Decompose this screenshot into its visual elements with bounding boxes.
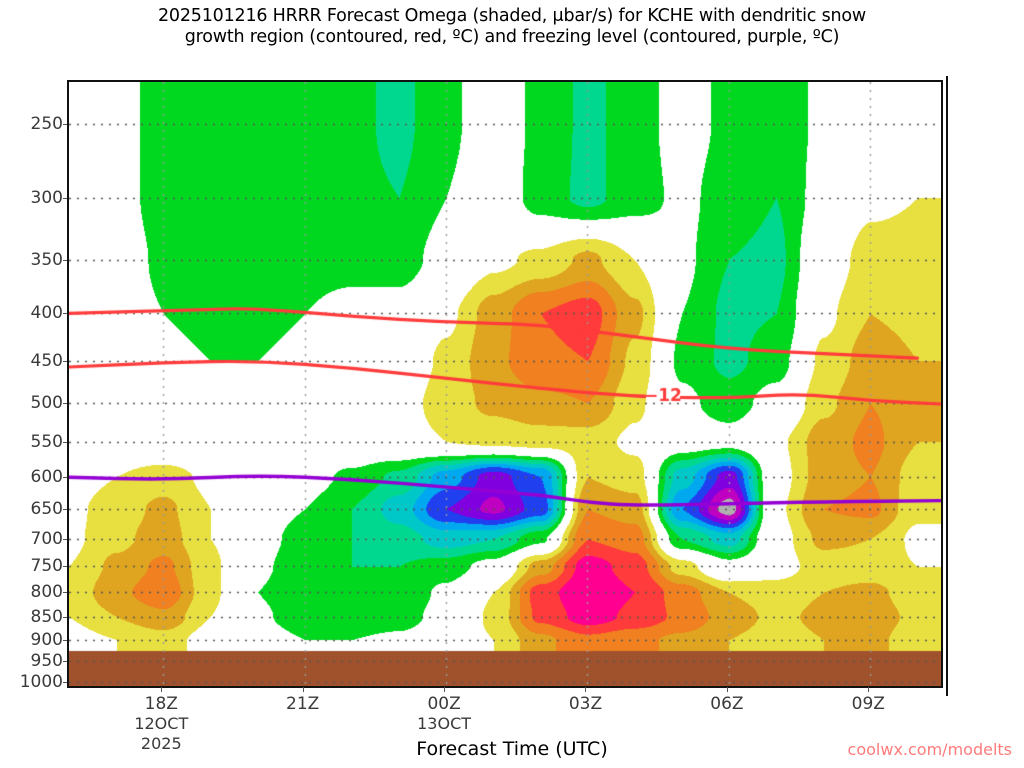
y-axis-tick-label: 700	[30, 528, 63, 549]
y-axis-tick-label: 900	[30, 629, 63, 650]
y-axis-tick-mark	[63, 403, 68, 405]
x-axis-tick-mark	[444, 687, 446, 692]
x-axis-tick-label: 18Z 12OCT 2025	[134, 694, 189, 753]
x-axis-tick-year: 2025	[140, 734, 182, 753]
y-axis-tick-label: 250	[30, 114, 63, 135]
x-axis-tick-label: 21Z	[286, 694, 320, 714]
y-axis-tick-mark	[63, 681, 68, 683]
y-axis-tick-label: 1000	[19, 671, 63, 692]
y-axis-tick-label: 750	[30, 556, 63, 577]
y-axis-tick-mark	[63, 441, 68, 443]
chart-title-line-1: 2025101216 HRRR Forecast Omega (shaded, …	[157, 6, 867, 26]
plot-area	[67, 80, 943, 688]
chart-title-line-2: growth region (contoured, red, ºC) and f…	[184, 27, 840, 47]
y-axis-tick-label: 400	[30, 303, 63, 324]
y-axis-tick-mark	[63, 566, 68, 568]
y-axis-tick-mark	[63, 639, 68, 641]
x-axis: 18Z 12OCT 2025 21Z 00Z 13OCT 03Z 06Z 09Z	[67, 687, 943, 760]
y-axis-tick-label: 850	[30, 606, 63, 627]
y-axis-tick-mark	[63, 259, 68, 261]
y-axis-tick-mark	[63, 616, 68, 618]
x-axis-tick-mark	[161, 687, 163, 692]
y-axis-tick-label: 600	[30, 466, 63, 487]
y-axis-tick-mark	[63, 476, 68, 478]
y-axis-tick-label: 350	[30, 249, 63, 270]
x-axis-label: Forecast Time (UTC)	[416, 738, 608, 760]
x-axis-tick-label: 00Z 13OCT	[417, 694, 472, 733]
colorbar-region: 20161284−4−8−12−16−20−24−28−32−36	[946, 76, 986, 696]
y-axis-tick-label: 550	[30, 431, 63, 452]
watermark-link[interactable]: coolwx.com/modelts	[847, 740, 1012, 759]
x-axis-tick-label: 09Z	[851, 694, 885, 714]
y-axis-tick-label: 650	[30, 498, 63, 519]
x-axis-tick-label: 03Z	[568, 694, 603, 714]
y-axis-tick-mark	[63, 124, 68, 126]
y-axis-tick-mark	[63, 661, 68, 663]
y-axis-tick-mark	[63, 313, 68, 315]
y-axis-tick-label: 800	[30, 582, 63, 603]
plot-canvas-holder	[69, 82, 941, 686]
x-axis-tick-mark	[302, 687, 304, 692]
y-axis-tick-mark	[63, 592, 68, 594]
y-axis-tick-mark	[63, 197, 68, 199]
y-axis-tick-mark	[63, 538, 68, 540]
x-axis-tick-date: 12OCT	[134, 714, 189, 733]
chart-title: 2025101216 HRRR Forecast Omega (shaded, …	[0, 6, 1024, 48]
x-axis-tick-mark	[726, 687, 728, 692]
y-axis-tick-mark	[63, 360, 68, 362]
x-axis-tick-mark	[585, 687, 587, 692]
y-axis: 250 300 350 400 450 500 550 600 650 700 750 800 850 9…	[0, 80, 68, 692]
x-axis-tick-mark	[868, 687, 870, 692]
y-axis-tick-label: 950	[30, 651, 63, 672]
x-axis-tick-date: 13OCT	[417, 714, 472, 733]
x-axis-tick-label: 06Z	[710, 694, 744, 714]
contour-lines-canvas	[69, 82, 941, 686]
y-axis-tick-label: 300	[30, 187, 63, 208]
y-axis-tick-mark	[63, 508, 68, 510]
y-axis-tick-label: 500	[30, 393, 63, 414]
y-axis-tick-label: 450	[30, 350, 63, 371]
